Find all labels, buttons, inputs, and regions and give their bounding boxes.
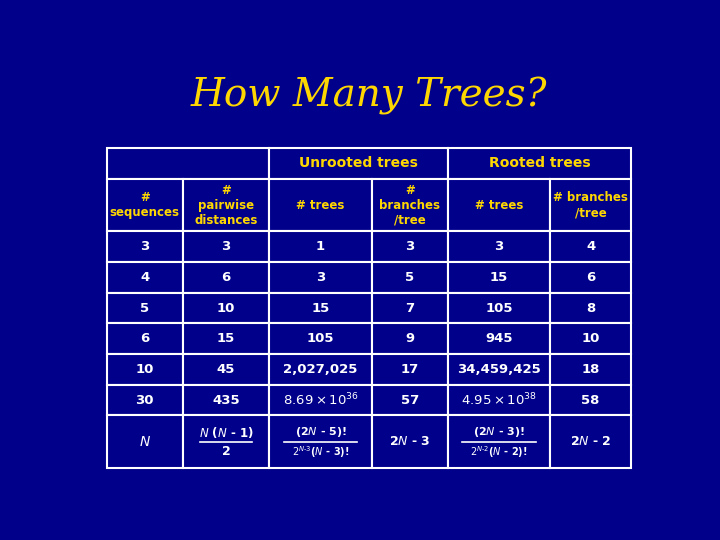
Text: 10: 10 bbox=[135, 363, 154, 376]
Text: 3: 3 bbox=[405, 240, 414, 253]
Text: 34,459,425: 34,459,425 bbox=[457, 363, 541, 376]
Bar bbox=[550, 262, 631, 293]
Bar bbox=[448, 262, 550, 293]
Text: 3: 3 bbox=[494, 240, 503, 253]
Bar bbox=[372, 262, 448, 293]
Text: 5: 5 bbox=[140, 301, 149, 314]
Bar bbox=[550, 232, 631, 262]
Bar bbox=[107, 384, 183, 415]
Bar bbox=[183, 262, 269, 293]
Text: 7: 7 bbox=[405, 301, 414, 314]
Bar bbox=[448, 384, 550, 415]
Text: 45: 45 bbox=[217, 363, 235, 376]
Text: 3: 3 bbox=[316, 271, 325, 284]
Text: 15: 15 bbox=[490, 271, 508, 284]
Text: 2,027,025: 2,027,025 bbox=[283, 363, 358, 376]
Text: 8: 8 bbox=[586, 301, 595, 314]
Text: 6: 6 bbox=[140, 332, 149, 345]
Bar bbox=[448, 148, 631, 179]
Text: 2$N$ - 2: 2$N$ - 2 bbox=[570, 435, 611, 448]
Text: 6: 6 bbox=[222, 271, 230, 284]
Bar bbox=[448, 293, 550, 323]
Bar bbox=[372, 293, 448, 323]
Text: Unrooted trees: Unrooted trees bbox=[299, 156, 418, 170]
Text: 5: 5 bbox=[405, 271, 414, 284]
Bar bbox=[183, 232, 269, 262]
Bar bbox=[107, 148, 269, 179]
Bar bbox=[269, 262, 372, 293]
Text: 9: 9 bbox=[405, 332, 414, 345]
Bar bbox=[107, 232, 183, 262]
Bar bbox=[183, 384, 269, 415]
Text: 3: 3 bbox=[222, 240, 230, 253]
Text: $N$ ($N$ - 1): $N$ ($N$ - 1) bbox=[199, 425, 253, 440]
Text: 15: 15 bbox=[311, 301, 330, 314]
Bar bbox=[269, 323, 372, 354]
Bar bbox=[550, 384, 631, 415]
Text: Rooted trees: Rooted trees bbox=[489, 156, 590, 170]
Text: 1: 1 bbox=[316, 240, 325, 253]
Text: (2$N$ - 3)!: (2$N$ - 3)! bbox=[473, 425, 525, 439]
Bar bbox=[183, 293, 269, 323]
Text: #
sequences: # sequences bbox=[109, 191, 180, 219]
Text: 17: 17 bbox=[400, 363, 419, 376]
Bar bbox=[550, 293, 631, 323]
Bar bbox=[448, 232, 550, 262]
Text: 57: 57 bbox=[400, 394, 419, 407]
Bar bbox=[269, 148, 448, 179]
Text: How Many Trees?: How Many Trees? bbox=[191, 77, 547, 115]
Bar bbox=[269, 293, 372, 323]
Text: (2$N$ - 5)!: (2$N$ - 5)! bbox=[294, 425, 346, 439]
Text: $2^{N‑2}$($N$ - 2)!: $2^{N‑2}$($N$ - 2)! bbox=[470, 444, 528, 460]
Bar bbox=[372, 323, 448, 354]
Text: # branches
/tree: # branches /tree bbox=[553, 191, 628, 219]
Text: $2^{N‑3}$($N$ - 3)!: $2^{N‑3}$($N$ - 3)! bbox=[292, 444, 349, 460]
Text: 15: 15 bbox=[217, 332, 235, 345]
Text: # trees: # trees bbox=[474, 199, 523, 212]
Text: 2$N$ - 3: 2$N$ - 3 bbox=[389, 435, 431, 448]
Bar bbox=[269, 354, 372, 384]
Bar bbox=[550, 323, 631, 354]
Text: 4: 4 bbox=[140, 271, 149, 284]
Text: 2: 2 bbox=[222, 445, 230, 458]
Text: 435: 435 bbox=[212, 394, 240, 407]
Text: 4: 4 bbox=[586, 240, 595, 253]
Text: 58: 58 bbox=[582, 394, 600, 407]
Text: #
branches
/tree: # branches /tree bbox=[379, 184, 440, 226]
Bar bbox=[372, 354, 448, 384]
Text: 18: 18 bbox=[582, 363, 600, 376]
Bar bbox=[107, 323, 183, 354]
Text: #
pairwise
distances: # pairwise distances bbox=[194, 184, 258, 226]
Bar bbox=[550, 354, 631, 384]
Text: $8.69 \times 10^{36}$: $8.69 \times 10^{36}$ bbox=[282, 392, 359, 408]
Text: 6: 6 bbox=[586, 271, 595, 284]
Text: # trees: # trees bbox=[297, 199, 345, 212]
Bar bbox=[269, 232, 372, 262]
Text: $N$: $N$ bbox=[139, 435, 150, 449]
Text: 30: 30 bbox=[135, 394, 154, 407]
Bar bbox=[107, 262, 183, 293]
Bar bbox=[448, 354, 550, 384]
Text: 105: 105 bbox=[307, 332, 334, 345]
Bar bbox=[269, 384, 372, 415]
Bar bbox=[107, 293, 183, 323]
Bar bbox=[183, 323, 269, 354]
Text: $4.95 \times 10^{38}$: $4.95 \times 10^{38}$ bbox=[461, 392, 537, 408]
Bar bbox=[372, 232, 448, 262]
Text: 945: 945 bbox=[485, 332, 513, 345]
Bar bbox=[183, 354, 269, 384]
Bar bbox=[107, 354, 183, 384]
Text: 105: 105 bbox=[485, 301, 513, 314]
Text: 10: 10 bbox=[217, 301, 235, 314]
Text: 3: 3 bbox=[140, 240, 149, 253]
Bar bbox=[448, 323, 550, 354]
Text: 10: 10 bbox=[582, 332, 600, 345]
Bar bbox=[372, 384, 448, 415]
